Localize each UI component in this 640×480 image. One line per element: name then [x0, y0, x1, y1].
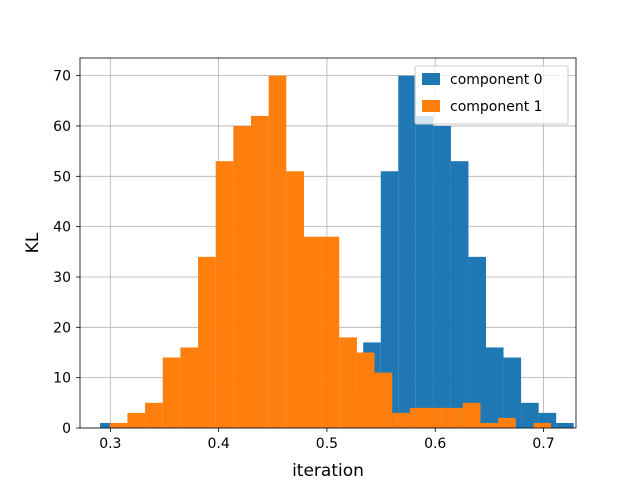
bar-component-1: [445, 407, 463, 428]
y-tick-label: 20: [53, 320, 71, 336]
bar-component-1: [462, 402, 481, 428]
bar-component-1: [321, 236, 340, 428]
bar-component-0: [380, 171, 399, 428]
bar-component-1: [162, 357, 181, 428]
bar-component-0: [503, 357, 522, 428]
x-tick-label: 0.5: [316, 436, 338, 452]
bar-component-0: [100, 422, 118, 428]
legend-label-component-1: component 1: [450, 99, 543, 115]
legend-box: [414, 65, 569, 125]
bar-component-1: [303, 236, 322, 428]
y-tick-label: 30: [53, 270, 71, 286]
bar-component-1: [498, 417, 516, 428]
bar-component-1: [409, 407, 428, 428]
bar-component-1: [251, 115, 269, 428]
bar-component-0: [398, 75, 416, 428]
y-tick-label: 70: [53, 69, 71, 85]
bar-component-0: [433, 125, 451, 429]
x-tick-label: 0.4: [207, 436, 229, 452]
y-tick-label: 50: [53, 169, 71, 185]
bar-component-1: [374, 372, 393, 428]
bars: [100, 75, 574, 429]
bar-component-1: [233, 125, 252, 429]
bar-component-0: [486, 347, 504, 428]
x-tick-label: 0.6: [424, 436, 446, 452]
legend-swatch-component-0: [422, 73, 440, 85]
bar-component-0: [468, 256, 487, 428]
x-tick-label: 0.7: [532, 436, 554, 452]
bar-component-1: [480, 422, 499, 428]
bar-component-1: [339, 337, 357, 428]
legend-swatch-component-1: [422, 100, 440, 112]
bar-component-0: [521, 402, 539, 428]
bar-component-1: [356, 352, 375, 428]
legend-label-component-0: component 0: [450, 72, 543, 88]
plot-frame: [79, 57, 577, 429]
bar-component-1: [533, 422, 552, 428]
bar-component-1: [268, 75, 287, 428]
bar-component-1: [286, 171, 304, 428]
y-tick-label: 40: [53, 220, 71, 236]
bar-component-1: [215, 161, 234, 429]
y-tick-label: 0: [62, 421, 71, 437]
legend: component 0 component 1: [414, 65, 569, 125]
bar-component-1: [145, 402, 163, 428]
bar-component-1: [198, 256, 216, 428]
y-tick-label: 10: [53, 371, 71, 387]
bar-component-0: [415, 115, 434, 428]
x-tick-label: 0.3: [99, 436, 121, 452]
y-tick-label: 60: [53, 119, 71, 135]
bar-component-0: [556, 422, 574, 428]
x-axis-label: iteration: [292, 461, 364, 480]
bar-component-0: [450, 161, 469, 429]
bar-component-1: [180, 347, 199, 428]
bar-component-1: [109, 422, 128, 428]
y-axis-label: KL: [23, 232, 43, 253]
ticks: 0.3 0.4 0.5 0.6 0.7 0 10 20 30 40 50 60 70: [53, 69, 554, 452]
bar-component-1: [127, 412, 146, 428]
bar-component-1: [427, 407, 446, 428]
bar-component-1: [392, 412, 410, 428]
